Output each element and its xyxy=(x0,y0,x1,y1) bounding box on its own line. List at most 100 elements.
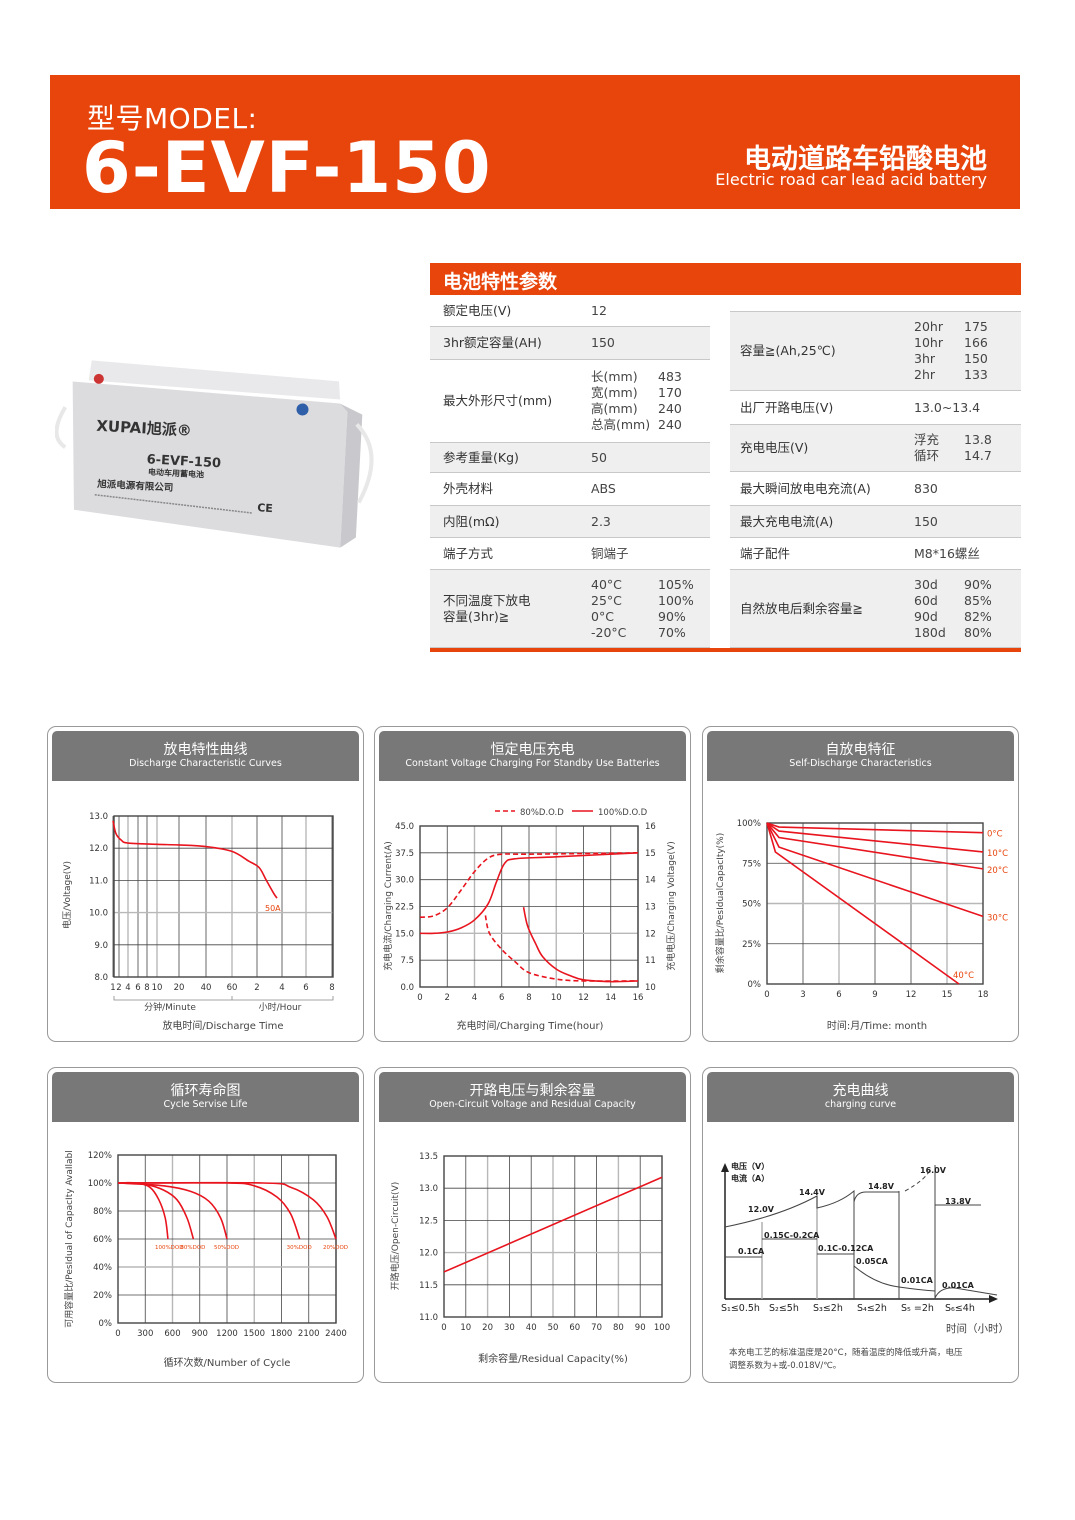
value-axis-arrow-icon xyxy=(721,1163,729,1172)
x-tick-label: 18 xyxy=(978,990,989,1000)
y-right-tick-label: 14 xyxy=(645,876,656,886)
y-tick-label: 20% xyxy=(93,1291,112,1301)
current-curve xyxy=(725,1238,998,1299)
y-right-tick-label: 15 xyxy=(645,849,656,859)
spec-values: M8*16螺丝 xyxy=(914,546,980,562)
x-tick-label: 4 xyxy=(472,993,477,1003)
panel-title-en: Constant Voltage Charging For Standby Us… xyxy=(405,758,660,769)
y-tick-label: 0% xyxy=(748,980,762,990)
x-tick-label: 900 xyxy=(192,1329,208,1339)
voltage-label: 14.4V xyxy=(799,1188,826,1197)
y-tick-label: 8.0 xyxy=(94,973,108,983)
legend-100dod: 100%D.O.D xyxy=(598,808,648,818)
chart-panel: 恒定电压充电 Constant Voltage Charging For Stan… xyxy=(374,726,691,1042)
charging-ylabel-right: 充电电压/Charging Voltage(V) xyxy=(665,841,677,971)
axis-voltage-label: 电压（V） xyxy=(731,1161,769,1171)
panel-title-en: Discharge Characteristic Curves xyxy=(129,758,282,769)
spec-row: 端子方式 铜端子 xyxy=(430,538,710,570)
spec-values: 2.3 xyxy=(591,514,611,530)
series-line xyxy=(766,822,960,985)
y-right-tick-label: 16 xyxy=(645,822,656,832)
y-tick-label: 50% xyxy=(742,900,761,910)
x-tick-label: 300 xyxy=(137,1329,153,1339)
spec-label: 自然放电后剩余容量≧ xyxy=(740,600,863,616)
y-right-tick-label: 13 xyxy=(645,903,656,913)
spec-row: 外壳材料 ABS xyxy=(430,473,710,506)
x-tick-label: 12 xyxy=(578,993,589,1003)
x-tick-label: 9 xyxy=(872,990,877,1000)
x-tick-label: 50 xyxy=(548,1323,559,1333)
x-tick-label: 10 xyxy=(460,1323,471,1333)
voltage-label: 14.8V xyxy=(868,1182,895,1191)
spec-table-bottom-rule xyxy=(430,648,1021,652)
spec-value: 12 xyxy=(591,302,607,318)
y-tick-label: 45.0 xyxy=(395,822,414,832)
battery-company: 旭派电源有限公司 xyxy=(96,478,174,494)
chart-panel: 开路电压与剩余容量 Open-Circuit Voltage and Residu… xyxy=(374,1067,691,1383)
spec-row: 端子配件 M8*16螺丝 xyxy=(730,538,1021,570)
series-line xyxy=(419,852,639,919)
current-label: 0.05CA xyxy=(856,1257,889,1266)
voltage-label: 13.8V xyxy=(945,1197,972,1206)
spec-value: 浮充 xyxy=(914,432,940,447)
series-line xyxy=(117,1182,228,1240)
x-tick-label: 2400 xyxy=(325,1329,347,1339)
voltage-peak-dashed xyxy=(904,1169,931,1192)
spec-value: 铜端子 xyxy=(591,545,629,561)
y-tick-label: 100% xyxy=(88,1179,112,1189)
y-tick-label: 80% xyxy=(93,1207,112,1217)
spec-row: 最大外形尺寸(mm) 长(mm) 483 宽(mm) 170 高(mm) 240 总高(mm)… xyxy=(430,360,710,443)
plot-frame xyxy=(113,815,334,978)
y-tick-label: 7.5 xyxy=(400,956,414,966)
spec-values: 50 xyxy=(591,450,607,466)
y-right-tick-label: 12 xyxy=(645,929,656,939)
x-tick-label: 20 xyxy=(174,983,185,993)
voltage-label: 12.0V xyxy=(748,1205,775,1214)
stage-label: S₁≤0.5h xyxy=(721,1303,760,1314)
series-label: 20°C xyxy=(987,866,1008,876)
battery-lid xyxy=(88,360,341,400)
positive-terminal xyxy=(93,373,104,384)
current-label: 0.1CA xyxy=(738,1247,765,1256)
chart-panel: 循环寿命图 Cycle Servise Life xyxy=(47,1067,364,1383)
series-line xyxy=(766,822,984,870)
stage-label: S₆≤4h xyxy=(945,1303,975,1314)
spec-value: 150 xyxy=(914,513,938,529)
battery-handle xyxy=(55,406,374,504)
cycle-xlabel: 循环次数/Number of Cycle xyxy=(164,1356,291,1369)
y-tick-label: 12.0 xyxy=(419,1249,438,1259)
spec-values: 铜端子 xyxy=(591,546,629,562)
spec-value: 2hr xyxy=(914,367,936,382)
y-tick-label: 9.0 xyxy=(94,941,108,951)
spec-value: 50 xyxy=(591,449,607,465)
battery-product-image: XUPAI旭派® 6-EVF-150 电动车用蓄电池 旭派电源有限公司 CE xyxy=(55,360,374,548)
axis-current-label: 电流（A） xyxy=(731,1173,769,1183)
spec-values: 20hr 175 10hr 166 3hr 150 2hr 133 xyxy=(914,319,988,383)
panel-title-cn: 放电特性曲线 xyxy=(163,742,248,758)
plot-frame xyxy=(443,1155,663,1318)
spec-row: 容量≧(Ah,25℃) 20hr 175 10hr 166 3hr 150 2hr 133 xyxy=(730,311,1021,391)
x-tick-label: 8 xyxy=(144,983,149,993)
spec-label: 出厂开路电压(V) xyxy=(740,399,834,415)
time-axis-arrow-icon xyxy=(989,1295,998,1303)
spec-value: 90% xyxy=(964,576,992,592)
current-label: 0.15C-0.2CA xyxy=(764,1231,820,1240)
discharge-ylabel: 电压/Voltage(V) xyxy=(61,861,73,929)
panel-header: 自放电特征 Self-Discharge Characteristics xyxy=(707,731,1014,781)
spec-row: 充电电压(V) 浮充 13.8 循环 14.7 xyxy=(730,425,1021,472)
discharge-hour-label: 小时/Hour xyxy=(259,1001,302,1013)
series-label: 80%DOD xyxy=(180,1245,205,1251)
spec-value: 150 xyxy=(591,335,615,350)
spec-row: 3hr额定容量(AH) 150 xyxy=(430,327,710,360)
x-tick-label: 1200 xyxy=(216,1329,238,1339)
series-line xyxy=(443,1176,663,1273)
panel-title-cn: 循环寿命图 xyxy=(170,1083,241,1099)
spec-value: 240 xyxy=(658,417,682,432)
x-tick-label: 3 xyxy=(800,990,805,1000)
spec-row: 不同温度下放电 容量(3hr)≧ 40°C 105% 25°C 100% 0°C 90% -20… xyxy=(430,570,710,648)
spec-row: 自然放电后剩余容量≧ 30d 90% 60d 85% 90d 82% 180d 80% xyxy=(730,570,1021,648)
series-label: 50A xyxy=(265,904,281,913)
x-tick-label: 10 xyxy=(551,993,562,1003)
spec-value: 总高(mm) xyxy=(591,417,651,432)
model-name: 6-EVF-150 xyxy=(82,127,492,209)
